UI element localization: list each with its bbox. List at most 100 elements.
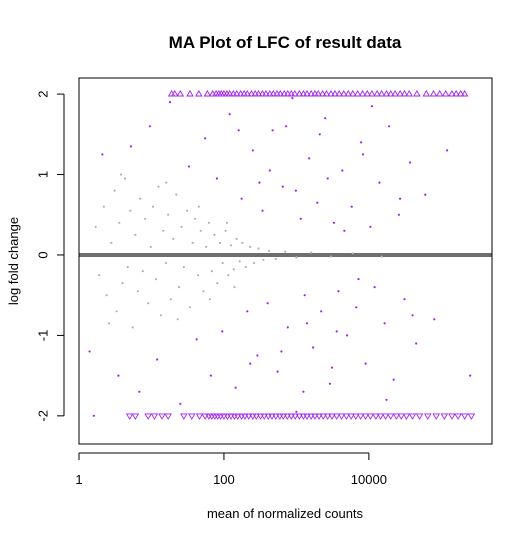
clipped-high-point [269,89,278,97]
data-point [316,201,319,204]
data-point [360,141,363,144]
clipped-high-point [363,89,372,97]
data-point [177,286,181,289]
x-tick-label: 100 [213,472,235,487]
clipped-high-point [307,89,315,97]
clipped-high-point [377,89,386,97]
data-point [249,245,252,248]
clipped-low-point [131,413,140,420]
data-point [355,306,358,309]
clipped-high-point [460,89,469,97]
y-axis-label: log fold change [6,217,21,305]
data-point [147,302,150,305]
data-point [157,185,160,188]
clipped-low-point [319,413,328,420]
data-point [144,217,147,220]
data-point [115,310,118,313]
data-point [357,278,360,281]
data-point [409,161,412,164]
data-point [305,322,309,325]
clipped-high-point [243,89,252,97]
clipped-low-point [328,413,336,420]
data-point [238,260,241,263]
clipped-low-point [372,413,380,420]
data-point [303,294,306,297]
data-point [249,362,252,365]
data-point [286,326,289,329]
clipped-high-point [441,89,450,97]
data-point [385,398,388,401]
data-point [335,330,338,333]
clipped-low-point [337,413,346,420]
data-point [244,265,247,269]
data-point [383,322,386,325]
data-point [105,294,108,297]
data-point [180,225,183,228]
data-point [197,274,200,277]
data-point [182,265,185,269]
clipped-low-point [180,413,188,420]
data-point [121,282,124,285]
data-point [268,169,271,172]
data-point [380,255,383,258]
data-point [235,237,238,240]
data-point [169,298,172,301]
data-point [318,133,321,136]
clipped-low-point [415,413,424,420]
data-point [328,382,331,385]
data-point [197,205,200,208]
data-point [228,113,231,116]
clipped-low-point [264,413,273,420]
clipped-high-point [452,89,460,97]
clipped-high-point [322,89,331,97]
data-point [369,225,372,228]
clipped-high-point [429,89,438,97]
clipped-high-point [400,89,409,97]
data-point [326,177,329,180]
clipped-low-point [291,413,299,420]
clipped-low-point [397,413,406,420]
data-point [209,374,212,377]
data-point [234,386,237,389]
data-point [94,225,97,228]
clipped-low-point [315,413,323,420]
data-point [138,390,141,393]
clipped-low-point [448,413,456,420]
data-point [261,209,264,212]
data-point [224,229,227,232]
data-point [141,270,144,273]
clipped-high-point [176,89,185,97]
clipped-low-point [299,413,308,420]
data-point [291,97,294,100]
clipped-high-point [327,89,335,97]
clipped-low-point [307,413,315,420]
data-point [233,286,236,289]
clipped-low-point [376,413,385,420]
data-point [117,374,120,377]
data-point [148,125,151,128]
clipped-low-point [187,413,196,420]
data-point [151,205,155,208]
data-point [373,286,376,289]
data-point [469,374,472,377]
data-point [162,229,165,232]
data-point [433,318,436,321]
data-point [281,185,284,188]
data-point [134,233,137,236]
data-point [165,181,168,184]
data-point [341,169,344,172]
data-point [320,310,323,313]
data-point [378,181,381,184]
clipped-low-point [460,413,469,420]
data-point [139,197,142,200]
data-point [191,241,194,244]
clipped-high-point [225,89,234,97]
data-point [310,251,313,254]
clipped-high-point [186,89,194,97]
data-point [232,268,235,271]
data-point [295,256,298,259]
clipped-low-point [402,413,411,420]
clipped-low-point [227,413,235,420]
clipped-low-point [125,413,134,420]
